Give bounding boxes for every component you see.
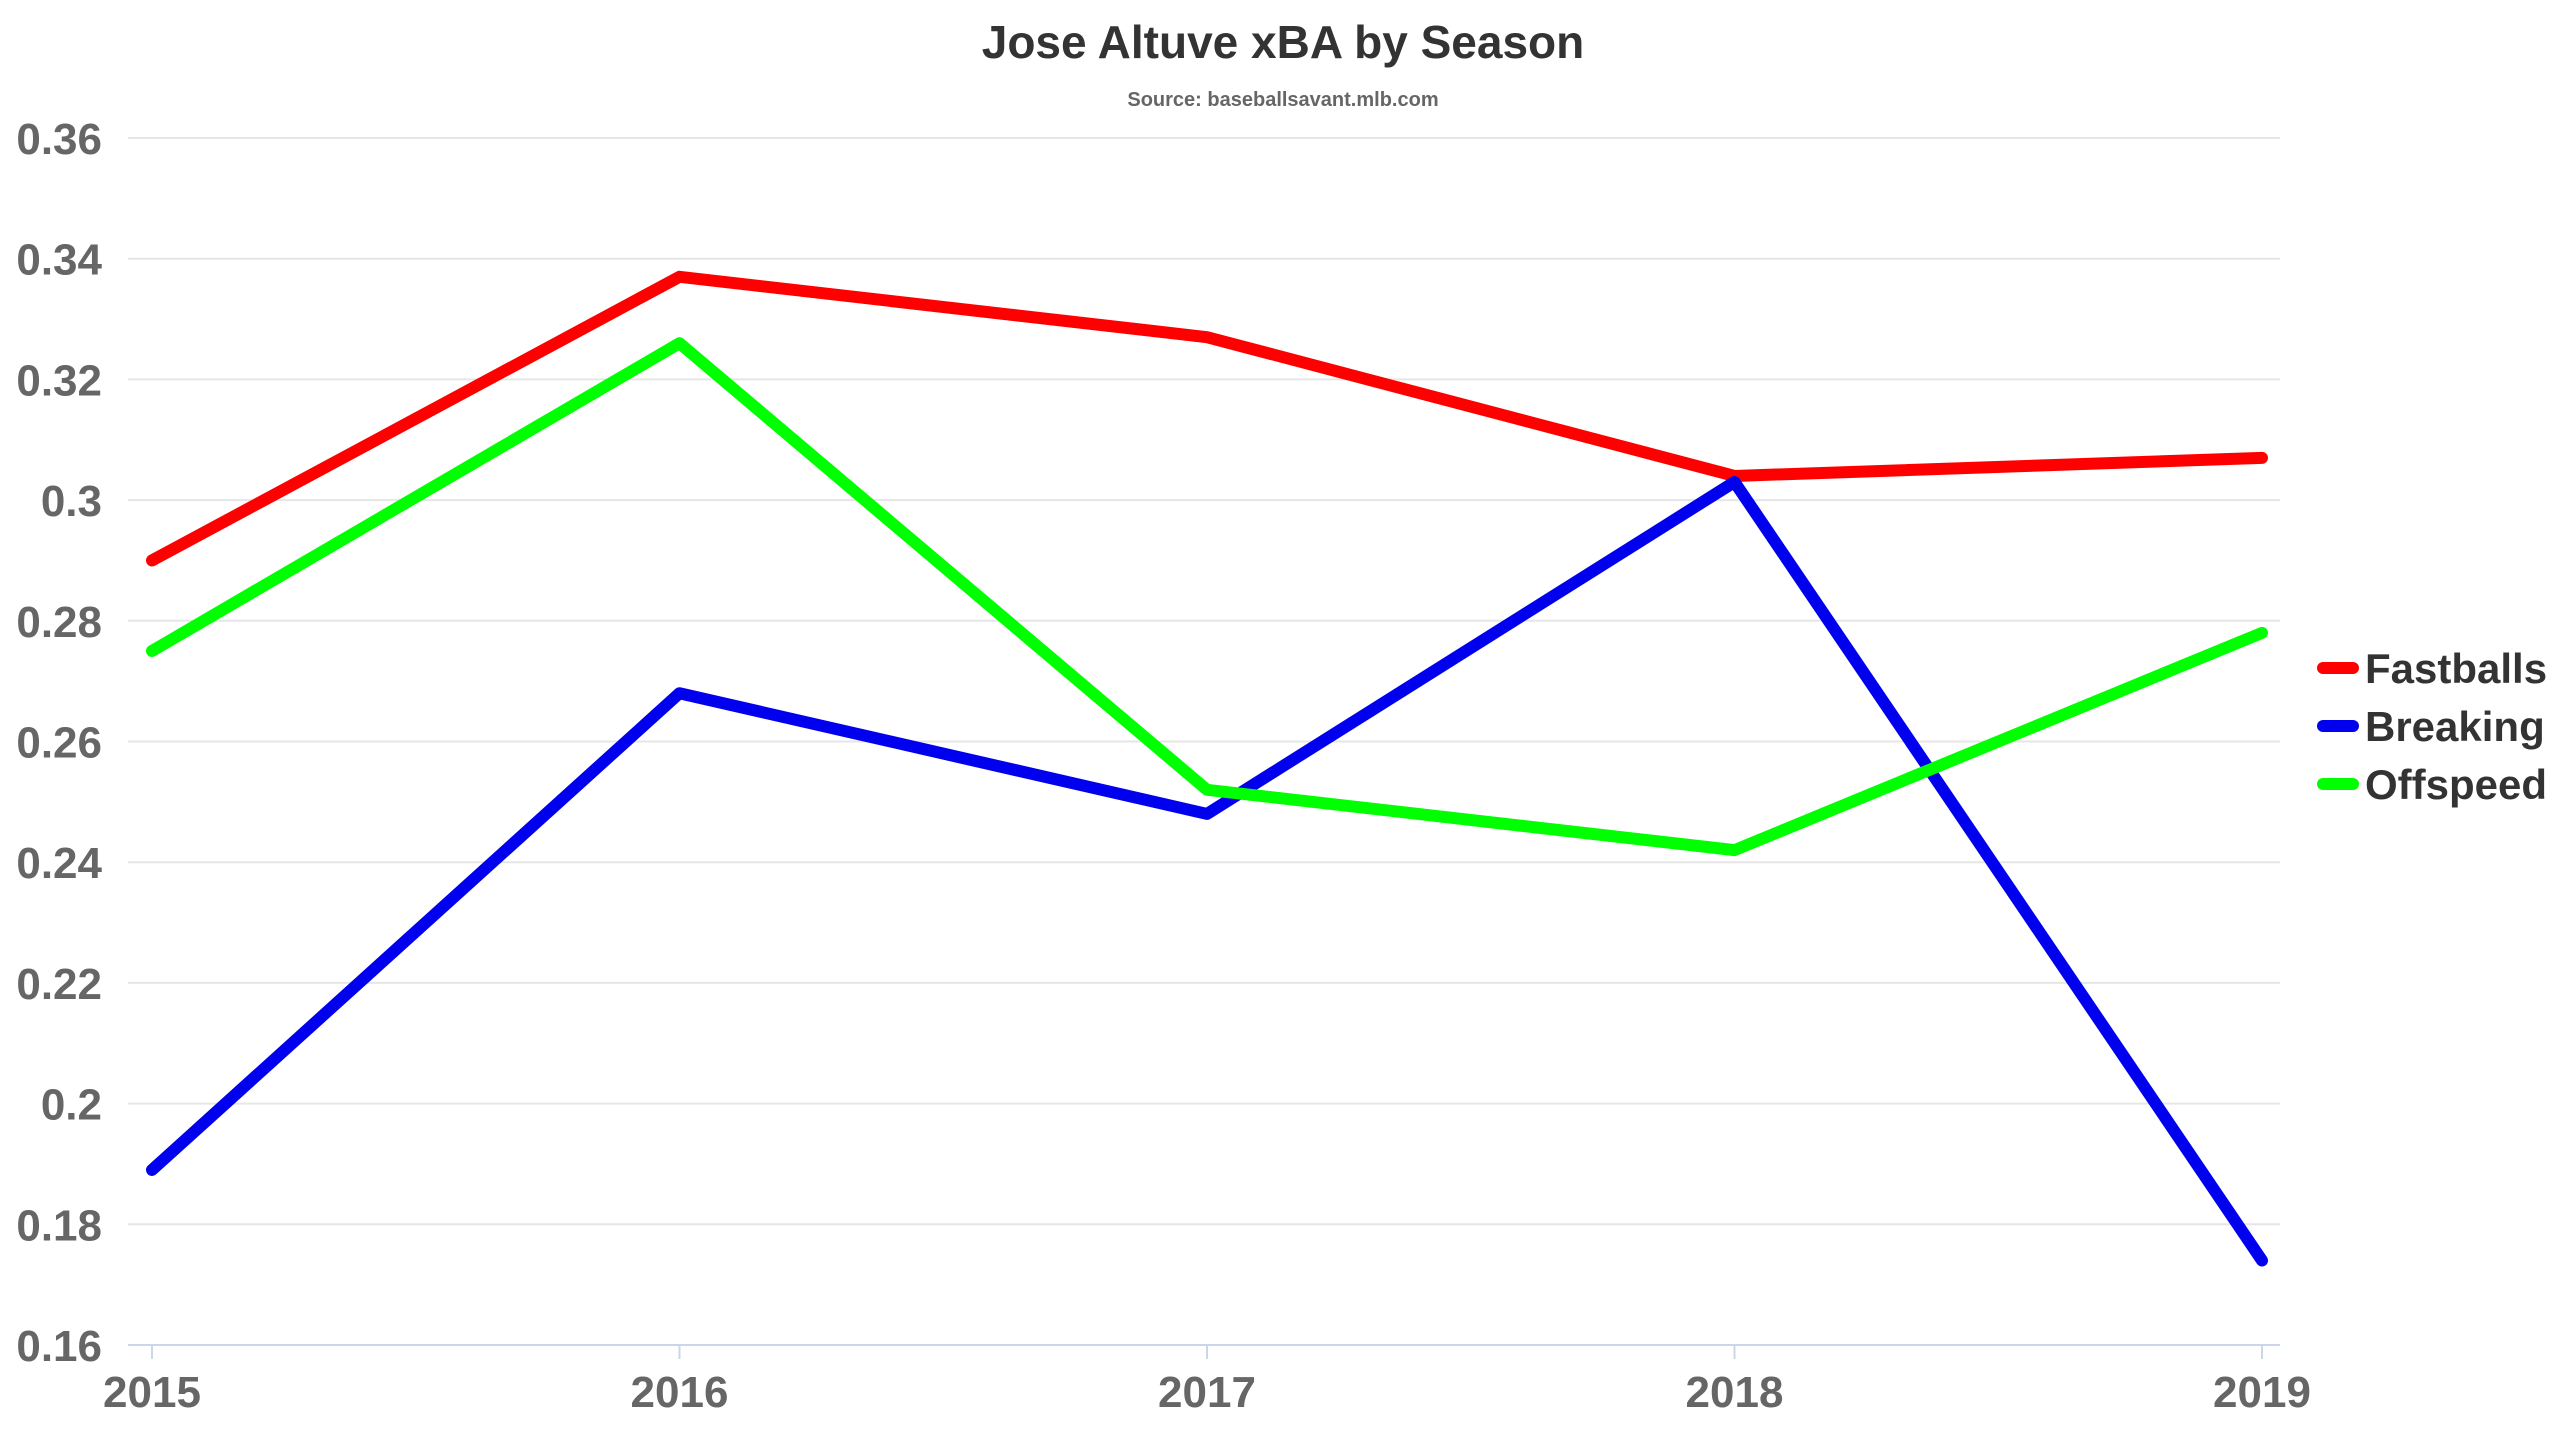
y-tick-label: 0.2 <box>41 1081 102 1130</box>
y-tick-label: 0.24 <box>16 839 102 888</box>
x-tick-label: 2019 <box>2213 1368 2311 1417</box>
y-tick-label: 0.3 <box>41 477 102 526</box>
x-tick-label: 2018 <box>1686 1368 1784 1417</box>
y-tick-label: 0.22 <box>16 960 102 1009</box>
legend-item-offspeed[interactable]: Offspeed <box>2317 761 2547 808</box>
y-tick-label: 0.28 <box>16 598 102 647</box>
y-tick-label: 0.34 <box>16 236 102 285</box>
x-tick-label: 2016 <box>631 1368 729 1417</box>
grid <box>128 137 2280 1226</box>
x-tick-label: 2017 <box>1158 1368 1256 1417</box>
series-line-offspeed <box>146 337 2268 857</box>
x-axis: 2015 2016 2017 2018 2019 <box>103 1344 2311 1417</box>
chart-subtitle: Source: baseballsavant.mlb.com <box>1127 89 1438 111</box>
x-tick-label: 2015 <box>103 1368 201 1417</box>
y-tick-label: 0.32 <box>16 356 102 405</box>
y-tick-label: 0.16 <box>16 1322 102 1371</box>
series-line-breaking <box>146 475 2268 1267</box>
legend: Fastballs Breaking Offspeed <box>2317 645 2547 808</box>
chart-title: Jose Altuve xBA by Season <box>982 16 1584 68</box>
y-tick-label: 0.18 <box>16 1201 102 1250</box>
legend-label: Offspeed <box>2365 761 2547 808</box>
series-lines <box>146 270 2268 1267</box>
y-tick-label: 0.36 <box>16 115 102 164</box>
y-axis: 0.16 0.18 0.2 0.22 0.24 0.26 0.28 0.3 0.32 0.34 0.… <box>16 115 102 1371</box>
legend-label: Breaking <box>2365 703 2545 750</box>
y-tick-label: 0.26 <box>16 719 102 768</box>
legend-item-breaking[interactable]: Breaking <box>2317 703 2545 750</box>
legend-item-fastballs[interactable]: Fastballs <box>2317 645 2547 692</box>
legend-label: Fastballs <box>2365 645 2547 692</box>
series-line-fastballs <box>146 270 2268 567</box>
